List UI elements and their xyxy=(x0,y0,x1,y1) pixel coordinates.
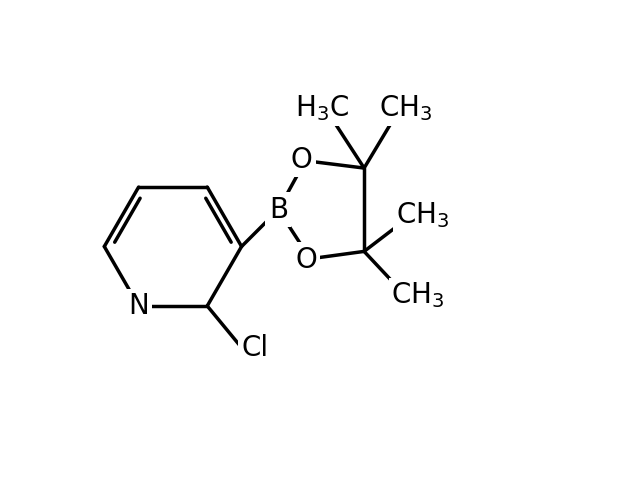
Text: O: O xyxy=(291,146,312,174)
Text: H$_3$C: H$_3$C xyxy=(296,93,349,123)
Text: CH$_3$: CH$_3$ xyxy=(396,200,450,230)
Text: B: B xyxy=(269,196,288,224)
Text: Cl: Cl xyxy=(242,334,269,361)
Text: CH$_3$: CH$_3$ xyxy=(392,281,445,311)
Text: N: N xyxy=(128,292,149,320)
Text: CH$_3$: CH$_3$ xyxy=(379,93,433,123)
Text: O: O xyxy=(296,246,317,274)
